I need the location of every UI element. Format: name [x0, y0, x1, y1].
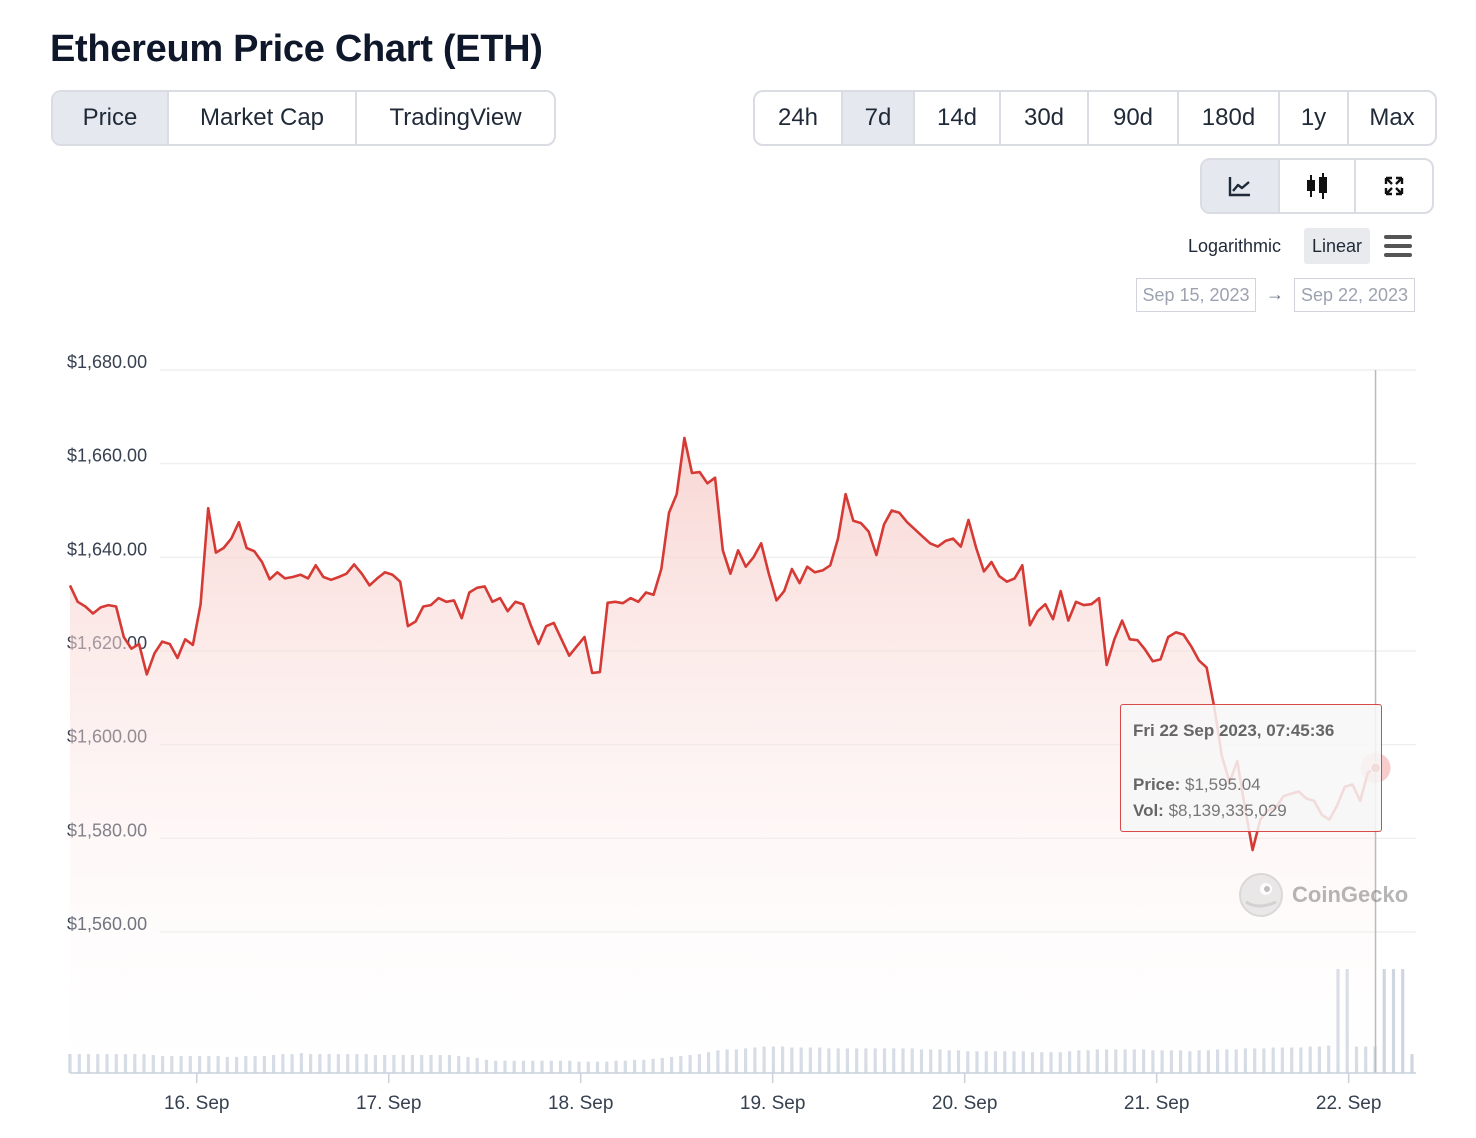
price-tooltip: Fri 22 Sep 2023, 07:45:36 Price: $1,595.… — [1120, 704, 1382, 832]
watermark-text: CoinGecko — [1292, 882, 1409, 907]
menu-icon[interactable] — [1382, 234, 1414, 258]
scale-logarithmic-button[interactable]: Logarithmic — [1188, 235, 1282, 256]
tooltip-time: Fri 22 Sep 2023, 07:45:36 — [1133, 721, 1335, 740]
view-tabs: Price Market Cap TradingView — [51, 90, 556, 146]
tooltip-vol-value: $8,139,335,029 — [1168, 801, 1287, 820]
line-chart-button[interactable] — [1202, 160, 1280, 212]
price-chart[interactable]: $1,560.00$1,580.00$1,600.00$1,620.00$1,6… — [0, 330, 1476, 1138]
range-14d[interactable]: 14d — [915, 92, 1001, 144]
tab-market-cap[interactable]: Market Cap — [169, 92, 357, 144]
y-tick-label: $1,680.00 — [67, 352, 147, 372]
coingecko-watermark: CoinGecko — [1238, 872, 1408, 918]
y-tick-label: $1,660.00 — [67, 446, 147, 466]
volume-bar — [1391, 969, 1396, 1073]
x-tick-label: 17. Sep — [356, 1093, 422, 1114]
chart-type-toggle — [1200, 158, 1434, 214]
coingecko-logo-icon — [1239, 873, 1283, 917]
volume-bar — [1410, 1054, 1414, 1073]
range-90d[interactable]: 90d — [1089, 92, 1179, 144]
price-area — [70, 437, 1376, 1073]
date-range-arrow: → — [1266, 284, 1284, 304]
tooltip-price-label: Price: — [1133, 775, 1181, 794]
expand-icon — [1384, 176, 1404, 196]
range-7d[interactable]: 7d — [843, 92, 915, 144]
range-24h[interactable]: 24h — [755, 92, 843, 144]
y-tick-label: $1,640.00 — [67, 539, 147, 559]
x-tick-label: 22. Sep — [1316, 1093, 1382, 1114]
volume-bar — [1382, 969, 1386, 1073]
x-tick-label: 20. Sep — [932, 1093, 998, 1114]
price-line — [68, 436, 1377, 852]
fullscreen-button[interactable] — [1356, 160, 1432, 212]
page-title: Ethereum Price Chart (ETH) — [50, 28, 543, 70]
candlestick-button[interactable] — [1280, 160, 1356, 212]
x-tick-label: 16. Sep — [164, 1093, 230, 1114]
x-tick-label: 19. Sep — [740, 1093, 806, 1114]
x-tick-label: 18. Sep — [548, 1093, 614, 1114]
candlestick-icon — [1307, 173, 1327, 199]
scale-linear-button[interactable]: Linear — [1304, 228, 1371, 264]
tooltip-vol-label: Vol: — [1133, 801, 1164, 820]
range-tabs: 24h 7d 14d 30d 90d 180d 1y Max — [753, 90, 1437, 146]
range-max[interactable]: Max — [1369, 104, 1415, 131]
x-tick-label: 21. Sep — [1124, 1093, 1190, 1114]
volume-bar — [1401, 969, 1405, 1073]
date-from-input[interactable]: Sep 15, 2023 — [1136, 278, 1256, 312]
tooltip-price-value: $1,595.04 — [1184, 775, 1261, 794]
tab-tradingview[interactable]: TradingView — [389, 104, 522, 131]
range-30d[interactable]: 30d — [1001, 92, 1089, 144]
tab-price[interactable]: Price — [53, 92, 169, 144]
range-180d[interactable]: 180d — [1179, 92, 1280, 144]
line-chart-icon — [1228, 177, 1250, 197]
range-1y[interactable]: 1y — [1280, 92, 1349, 144]
date-to-input[interactable]: Sep 22, 2023 — [1294, 278, 1415, 312]
